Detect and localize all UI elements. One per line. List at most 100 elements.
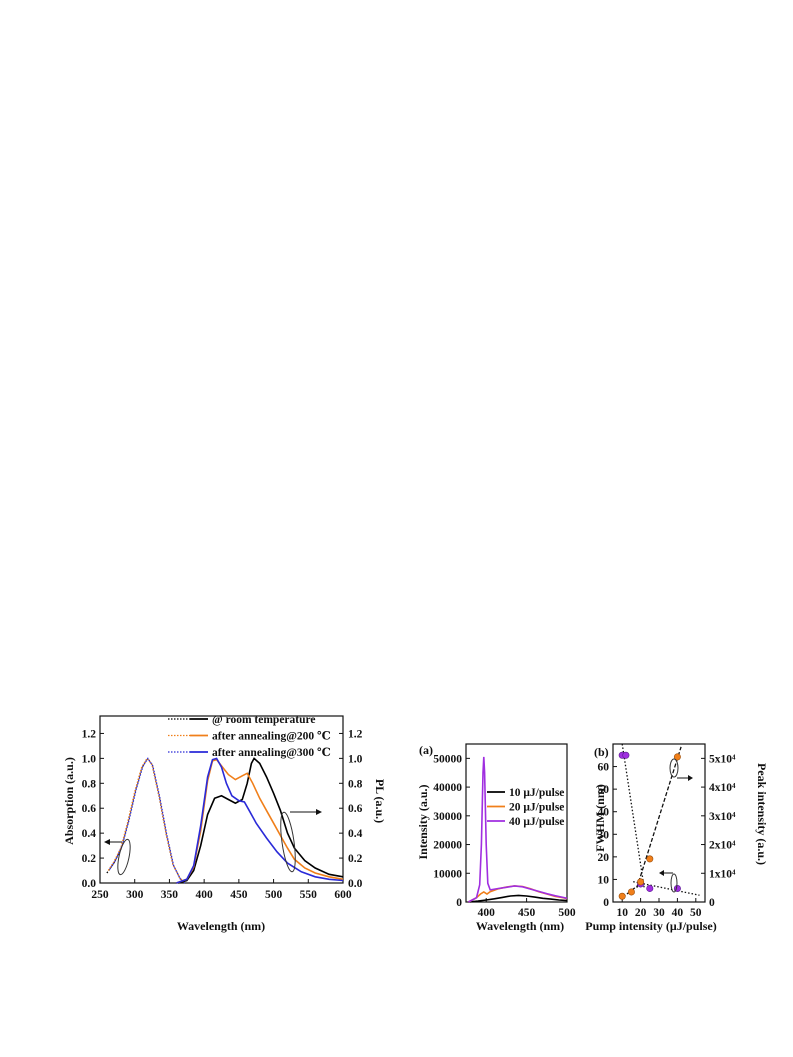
chart1-legend: @ room temperature after annealing@200 ℃ a…: [168, 714, 331, 759]
chart-b-y-ticks-left: 0 10 20 30 40 50 60: [598, 762, 617, 909]
chart-a-legend-entry: 40 μJ/pulse: [509, 816, 564, 828]
chart-a-series: [468, 756, 568, 903]
chart-b-y-ticks-right: 0 1x10⁴ 2x10⁴ 3x10⁴ 4x10⁴ 5x10⁴: [701, 753, 736, 909]
chart-b-fit-lines: [621, 743, 700, 899]
chart-a-plot-frame: [465, 743, 568, 903]
chart1-y-tick-label: 1.2: [82, 728, 97, 740]
chart-b-x-ticks: 10 20 30 40 50: [616, 898, 702, 919]
chart1-x-axis-label: Wavelength (nm): [177, 919, 265, 933]
chart1-y-ticks-left: 0.0 0.2 0.4 0.6 0.8 1.0 1.2: [82, 728, 104, 890]
chart1-right-axis-label: PL (a.u.): [373, 779, 387, 823]
chart-b-y-tick-label: 0: [603, 897, 609, 909]
chart1-x-tick-label: 350: [161, 889, 179, 901]
chart-a-x-tick-label: 500: [558, 907, 576, 919]
chart-b-peak-fit-line: [636, 746, 682, 888]
chart-b-x-tick-label: 10: [616, 907, 628, 919]
chart1-x-tick-label: 500: [265, 889, 283, 901]
chart-b-y-tick-label: 60: [598, 762, 610, 774]
chart-b-plot-frame: [612, 743, 706, 903]
chart-a-legend: 10 μJ/pulse 20 μJ/pulse 40 μJ/pulse: [487, 787, 564, 828]
chart-b-x-tick-label: 50: [690, 907, 702, 919]
chart1-plot-frame: [99, 715, 344, 884]
chart1-right-tick-label: 0.6: [348, 803, 363, 815]
chart1-series-absorption-2: [109, 757, 186, 884]
chart1-legend-entry: after annealing@300 ℃: [212, 747, 331, 759]
chart-a-y-tick-label: 20000: [433, 840, 462, 852]
chart-a-y-tick-label: 40000: [433, 782, 462, 794]
chart-b-right-tick-label: 4x10⁴: [709, 782, 736, 794]
intensity-spectra-chart: (a) 400 450 500 0 10000 20000 30000 40000 50000…: [416, 743, 576, 933]
chart-a-legend-entry: 10 μJ/pulse: [509, 787, 564, 799]
chart-a-x-tick-label: 450: [518, 907, 536, 919]
chart1-right-tick-label: 1.2: [348, 728, 363, 740]
chart-a-y-tick-label: 10000: [433, 868, 462, 880]
chart1-y-tick-label: 0.0: [82, 878, 97, 890]
chart1-absorption-arrow: [104, 838, 131, 876]
chart-a-y-tick-label: 50000: [433, 753, 462, 765]
chart-b-right-tick-label: 5x10⁴: [709, 753, 736, 765]
chart-a-y-tick-label: 0: [456, 897, 462, 909]
chart-b-x-tick-label: 40: [672, 907, 684, 919]
chart-b-right-tick-label: 3x10⁴: [709, 811, 736, 823]
chart1-series-pl-5: [176, 757, 344, 884]
chart-a-x-axis-label: Wavelength (nm): [476, 919, 564, 933]
chart1-legend-entry: after annealing@200 ℃: [212, 731, 331, 743]
chart-b-fwhm-arrow: [659, 870, 678, 893]
chart1-y-axis-label: Absorption (a.u.): [62, 757, 76, 845]
chart-b-peak-point: [637, 878, 645, 886]
chart-a-y-axis-label: Intensity (a.u.): [416, 784, 430, 859]
chart1-y-tick-label: 1.0: [82, 753, 97, 765]
chart-a-legend-entry: 20 μJ/pulse: [509, 802, 564, 814]
chart-b-peak-point: [673, 753, 681, 761]
chart-a-x-ticks: 400 450 500: [478, 898, 576, 919]
chart-b-x-axis-label: Pump intensity (μJ/pulse): [585, 919, 716, 933]
absorption-pl-chart: 250 300 350 400 450 500 550 600 0.0 0.2 0.4 0.6 0.8…: [62, 714, 387, 933]
fwhm-peak-chart: (b) 10 20 30 40 50 0 10 20 30 40 50 60 0 1x10⁴ 2x10⁴…: [585, 743, 769, 933]
chart-b-x-tick-label: 20: [635, 907, 647, 919]
chart1-right-tick-label: 0.4: [348, 828, 363, 840]
chart-b-fwhm-fit-line: [633, 881, 700, 896]
chart1-x-tick-label: 550: [300, 889, 318, 901]
chart1-x-tick-label: 250: [91, 889, 109, 901]
chart-a-y-tick-label: 30000: [433, 811, 462, 823]
chart-b-points: [618, 751, 681, 900]
chart1-series-absorption-1: [107, 757, 186, 884]
chart1-legend-entry: @ room temperature: [212, 714, 316, 726]
chart1-y-ticks-right: 0.0 0.2 0.4 0.6 0.8 1.0 1.2: [339, 728, 363, 890]
chart-b-panel-label: (b): [594, 745, 609, 759]
chart1-x-ticks: 250 300 350 400 450 500 550 600: [91, 879, 352, 901]
chart1-series-pl-3: [177, 757, 344, 884]
chart-b-peak-point: [627, 888, 635, 896]
chart1-series: [106, 757, 344, 884]
chart-a-y-ticks: 0 10000 20000 30000 40000 50000: [433, 753, 470, 909]
chart1-right-tick-label: 0.2: [348, 853, 363, 865]
chart-b-right-tick-label: 0: [709, 897, 715, 909]
chart1-y-tick-label: 0.8: [82, 778, 97, 790]
chart-b-y-tick-label: 50: [598, 784, 610, 796]
chart-b-y-tick-label: 10: [598, 874, 610, 886]
chart-a-x-tick-label: 400: [478, 907, 496, 919]
chart1-x-tick-label: 450: [230, 889, 248, 901]
chart1-pl-arrow: [280, 809, 322, 873]
chart-b-peak-arrow: [669, 758, 693, 781]
chart1-right-tick-label: 0.8: [348, 778, 363, 790]
chart-b-peak-point: [618, 892, 626, 900]
chart-a-series-line-2: [468, 756, 568, 903]
chart1-y-tick-label: 0.2: [82, 853, 97, 865]
chart1-right-tick-label: 0.0: [348, 878, 363, 890]
chart1-y-tick-label: 0.4: [82, 828, 97, 840]
chart-b-y-tick-label: 40: [598, 807, 610, 819]
chart-b-x-tick-label: 30: [653, 907, 665, 919]
chart-b-y-tick-label: 30: [598, 829, 610, 841]
chart1-x-tick-label: 600: [334, 889, 352, 901]
chart-b-right-tick-label: 2x10⁴: [709, 840, 736, 852]
chart1-x-tick-label: 400: [196, 889, 214, 901]
chart-b-y-axis-label: FWHM (nm): [593, 784, 607, 852]
chart-b-fwhm-fit-line: [621, 743, 645, 889]
chart-a-panel-label: (a): [419, 743, 433, 757]
chart1-x-tick-label: 300: [126, 889, 144, 901]
chart-b-fwhm-point: [622, 751, 630, 759]
chart-b-peak-point: [646, 855, 654, 863]
chart-b-right-tick-label: 1x10⁴: [709, 868, 736, 880]
